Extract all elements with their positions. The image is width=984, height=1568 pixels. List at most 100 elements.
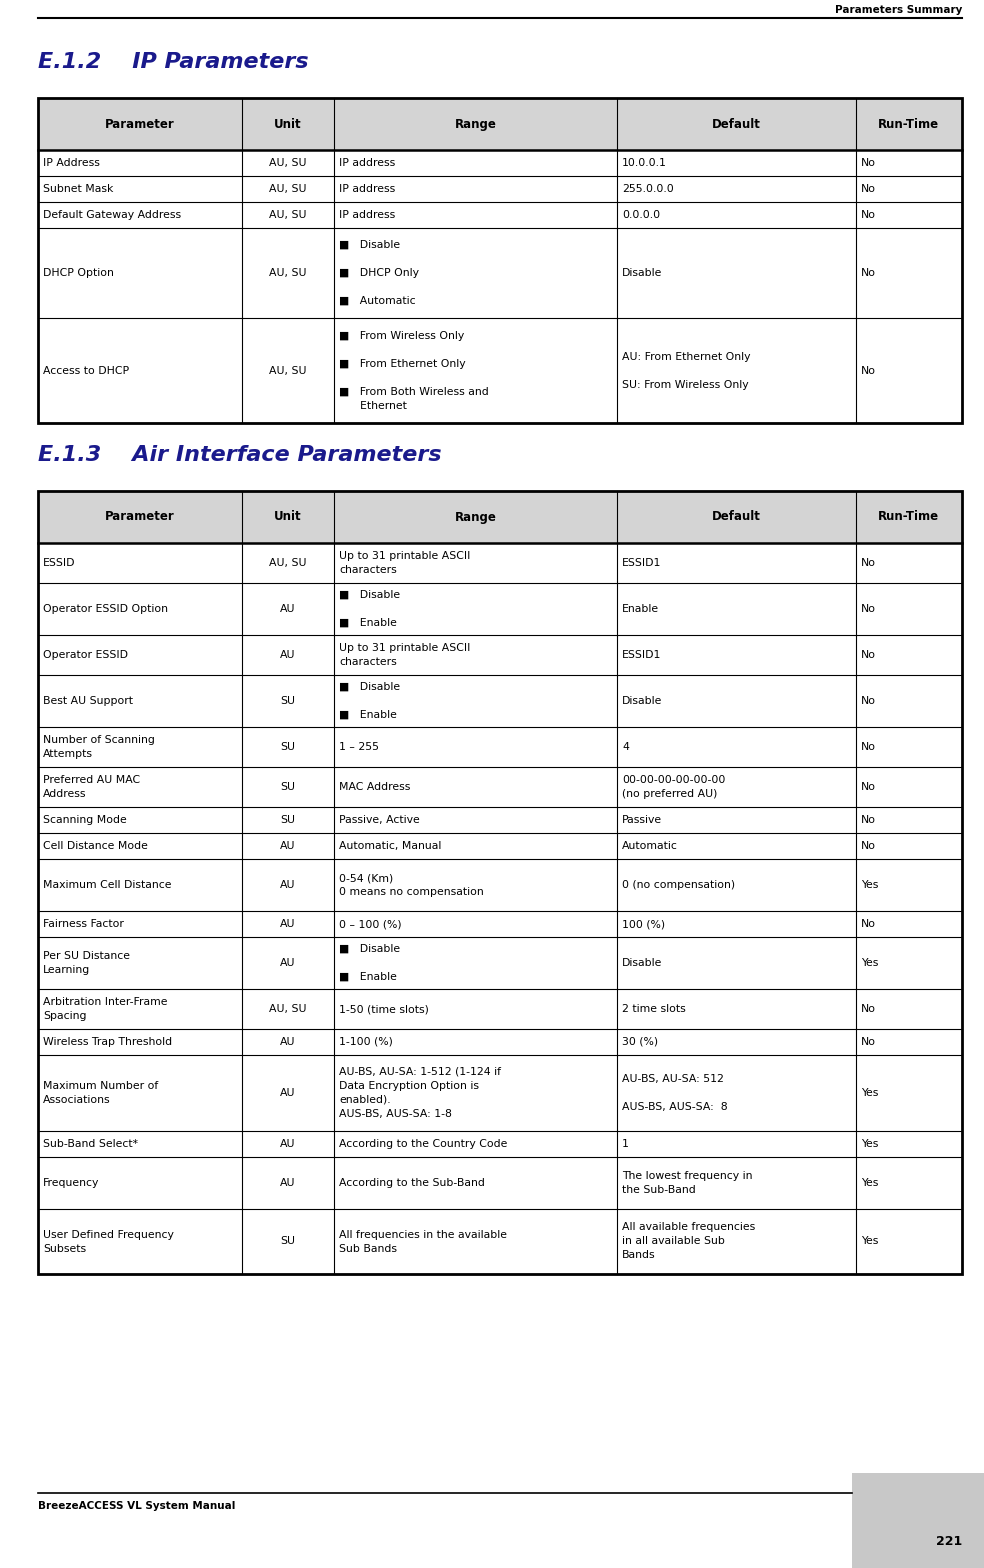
Text: No: No bbox=[861, 183, 876, 194]
Text: AU, SU: AU, SU bbox=[270, 1004, 307, 1014]
Text: 2 time slots: 2 time slots bbox=[622, 1004, 686, 1014]
Bar bbox=[38, 99, 962, 151]
Text: AU: AU bbox=[280, 1088, 295, 1098]
Text: AU, SU: AU, SU bbox=[270, 210, 307, 220]
Text: SU: SU bbox=[280, 815, 295, 825]
Text: No: No bbox=[861, 840, 876, 851]
Text: Automatic: Automatic bbox=[622, 840, 678, 851]
Text: No: No bbox=[861, 1036, 876, 1047]
Text: Yes: Yes bbox=[861, 1237, 878, 1247]
Text: Up to 31 printable ASCII
characters: Up to 31 printable ASCII characters bbox=[339, 643, 470, 666]
Text: Yes: Yes bbox=[861, 958, 878, 967]
Text: Run-Time: Run-Time bbox=[879, 118, 940, 130]
Text: All frequencies in the available
Sub Bands: All frequencies in the available Sub Ban… bbox=[339, 1229, 507, 1253]
Text: No: No bbox=[861, 651, 876, 660]
Text: AU: AU bbox=[280, 1036, 295, 1047]
Text: 0.0.0.0: 0.0.0.0 bbox=[622, 210, 660, 220]
Text: AU-BS, AU-SA: 512

AUS-BS, AUS-SA:  8: AU-BS, AU-SA: 512 AUS-BS, AUS-SA: 8 bbox=[622, 1074, 728, 1112]
Text: SU: SU bbox=[280, 1237, 295, 1247]
Text: AU: AU bbox=[280, 651, 295, 660]
Text: SU: SU bbox=[280, 782, 295, 792]
Text: Fairness Factor: Fairness Factor bbox=[43, 919, 124, 928]
Text: No: No bbox=[861, 742, 876, 753]
Text: No: No bbox=[861, 365, 876, 375]
Text: E.1.2    IP Parameters: E.1.2 IP Parameters bbox=[38, 52, 309, 72]
Text: 4: 4 bbox=[622, 742, 629, 753]
Text: Passive, Active: Passive, Active bbox=[339, 815, 420, 825]
Text: No: No bbox=[861, 158, 876, 168]
Text: Sub-Band Select*: Sub-Band Select* bbox=[43, 1138, 138, 1149]
Text: According to the Sub-Band: According to the Sub-Band bbox=[339, 1178, 485, 1189]
Text: AU: AU bbox=[280, 1138, 295, 1149]
Text: No: No bbox=[861, 696, 876, 706]
Text: No: No bbox=[861, 782, 876, 792]
Text: 1-50 (time slots): 1-50 (time slots) bbox=[339, 1004, 429, 1014]
Text: Frequency: Frequency bbox=[43, 1178, 99, 1189]
Text: No: No bbox=[861, 604, 876, 615]
Text: Maximum Number of
Associations: Maximum Number of Associations bbox=[43, 1080, 158, 1105]
Text: ESSID: ESSID bbox=[43, 558, 76, 568]
Text: Default Gateway Address: Default Gateway Address bbox=[43, 210, 181, 220]
Text: Number of Scanning
Attempts: Number of Scanning Attempts bbox=[43, 735, 154, 759]
Text: ESSID1: ESSID1 bbox=[622, 558, 661, 568]
Text: AU, SU: AU, SU bbox=[270, 183, 307, 194]
Text: 30 (%): 30 (%) bbox=[622, 1036, 658, 1047]
Text: MAC Address: MAC Address bbox=[339, 782, 410, 792]
Text: Default: Default bbox=[712, 118, 761, 130]
Text: Unit: Unit bbox=[275, 118, 302, 130]
Text: 0 – 100 (%): 0 – 100 (%) bbox=[339, 919, 401, 928]
Text: E.1.3    Air Interface Parameters: E.1.3 Air Interface Parameters bbox=[38, 445, 442, 466]
Text: ■   Disable

■   Enable: ■ Disable ■ Enable bbox=[339, 944, 400, 982]
Text: 1 – 255: 1 – 255 bbox=[339, 742, 379, 753]
Text: No: No bbox=[861, 268, 876, 278]
Text: AU: AU bbox=[280, 880, 295, 891]
Text: 1-100 (%): 1-100 (%) bbox=[339, 1036, 393, 1047]
Text: AU, SU: AU, SU bbox=[270, 365, 307, 375]
Bar bbox=[38, 99, 962, 423]
Bar bbox=[852, 1472, 984, 1568]
Text: No: No bbox=[861, 815, 876, 825]
Text: No: No bbox=[861, 919, 876, 928]
Text: 100 (%): 100 (%) bbox=[622, 919, 665, 928]
Text: ■   Disable

■   DHCP Only

■   Automatic: ■ Disable ■ DHCP Only ■ Automatic bbox=[339, 240, 419, 306]
Text: Best AU Support: Best AU Support bbox=[43, 696, 133, 706]
Text: Default: Default bbox=[712, 511, 761, 524]
Text: Yes: Yes bbox=[861, 1138, 878, 1149]
Bar bbox=[38, 491, 962, 543]
Text: Maximum Cell Distance: Maximum Cell Distance bbox=[43, 880, 171, 891]
Text: Scanning Mode: Scanning Mode bbox=[43, 815, 127, 825]
Text: Access to DHCP: Access to DHCP bbox=[43, 365, 129, 375]
Text: IP address: IP address bbox=[339, 158, 396, 168]
Text: All available frequencies
in all available Sub
Bands: All available frequencies in all availab… bbox=[622, 1223, 756, 1261]
Text: SU: SU bbox=[280, 696, 295, 706]
Text: Disable: Disable bbox=[622, 268, 662, 278]
Text: The lowest frequency in
the Sub-Band: The lowest frequency in the Sub-Band bbox=[622, 1171, 753, 1195]
Text: Disable: Disable bbox=[622, 958, 662, 967]
Text: Wireless Trap Threshold: Wireless Trap Threshold bbox=[43, 1036, 172, 1047]
Text: Parameter: Parameter bbox=[105, 511, 175, 524]
Text: Yes: Yes bbox=[861, 1178, 878, 1189]
Text: Operator ESSID: Operator ESSID bbox=[43, 651, 128, 660]
Text: Operator ESSID Option: Operator ESSID Option bbox=[43, 604, 168, 615]
Text: Disable: Disable bbox=[622, 696, 662, 706]
Text: Yes: Yes bbox=[861, 1088, 878, 1098]
Bar bbox=[38, 491, 962, 1275]
Text: IP address: IP address bbox=[339, 210, 396, 220]
Text: SU: SU bbox=[280, 742, 295, 753]
Text: 0 (no compensation): 0 (no compensation) bbox=[622, 880, 735, 891]
Text: AU: AU bbox=[280, 1178, 295, 1189]
Text: AU: AU bbox=[280, 919, 295, 928]
Text: User Defined Frequency
Subsets: User Defined Frequency Subsets bbox=[43, 1229, 174, 1253]
Text: Automatic, Manual: Automatic, Manual bbox=[339, 840, 442, 851]
Text: Yes: Yes bbox=[861, 880, 878, 891]
Text: No: No bbox=[861, 210, 876, 220]
Text: 255.0.0.0: 255.0.0.0 bbox=[622, 183, 674, 194]
Text: Up to 31 printable ASCII
characters: Up to 31 printable ASCII characters bbox=[339, 550, 470, 575]
Text: Unit: Unit bbox=[275, 511, 302, 524]
Text: AU: AU bbox=[280, 840, 295, 851]
Text: 1: 1 bbox=[622, 1138, 629, 1149]
Text: ESSID1: ESSID1 bbox=[622, 651, 661, 660]
Text: ■   Disable

■   Enable: ■ Disable ■ Enable bbox=[339, 590, 400, 629]
Text: Range: Range bbox=[455, 511, 497, 524]
Text: Enable: Enable bbox=[622, 604, 659, 615]
